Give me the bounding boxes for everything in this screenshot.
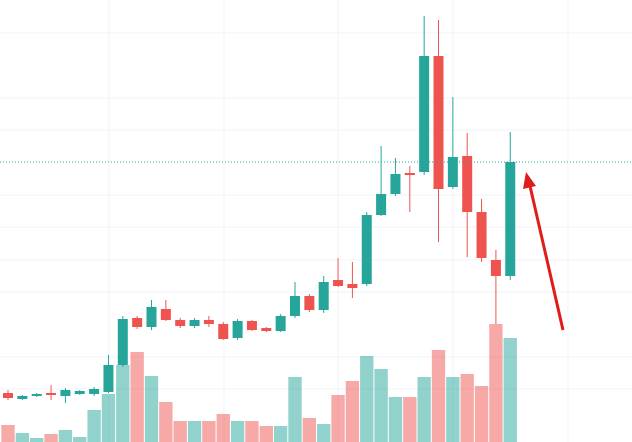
volume-bar: [446, 377, 460, 442]
candle-body: [146, 307, 157, 327]
candle-body: [17, 396, 28, 399]
candle-body: [203, 320, 214, 324]
volume-bar: [216, 414, 230, 442]
candle-body: [433, 56, 444, 189]
volume-bar: [1, 425, 15, 442]
volume-bar: [374, 369, 388, 442]
volume-bar: [73, 437, 87, 442]
candle-body: [347, 284, 358, 288]
candle-body: [390, 174, 401, 194]
candle-body: [103, 365, 114, 392]
volume-bar: [489, 324, 503, 442]
volume-bar: [431, 350, 446, 442]
candle-body: [318, 282, 329, 310]
candle-body: [275, 316, 286, 331]
candle-body: [462, 156, 473, 212]
candle-body: [189, 320, 200, 326]
candle-body: [117, 319, 128, 365]
candle-body: [132, 318, 143, 327]
volume-bar: [388, 397, 403, 442]
candle-body: [60, 390, 71, 396]
volume-bar: [417, 377, 431, 442]
volume-bar: [302, 418, 317, 442]
candle-body: [74, 391, 85, 394]
candle-body: [246, 321, 257, 330]
arrow-shaft: [528, 185, 565, 331]
candle-body: [3, 393, 13, 398]
candle-body: [232, 321, 243, 338]
candle-body: [175, 320, 186, 326]
arrow-head: [523, 172, 536, 189]
volume-bar: [331, 395, 345, 442]
volume-bar: [317, 424, 331, 442]
volume-bar: [202, 421, 216, 442]
candle-body: [218, 324, 229, 339]
candle-body: [304, 296, 315, 310]
volume-bar: [187, 421, 202, 442]
volume-bar: [288, 377, 302, 442]
candle-body: [290, 296, 300, 316]
volume-bar: [44, 434, 58, 442]
volume-bar: [403, 397, 417, 442]
candle-body: [46, 393, 57, 395]
volume-bar: [503, 338, 517, 442]
volume-bar: [173, 421, 187, 442]
candle-body: [376, 194, 387, 215]
volume-bar: [116, 365, 130, 442]
candle-body: [89, 389, 100, 394]
volume-bar: [101, 394, 116, 442]
candle-body: [447, 157, 458, 187]
volume-bar: [30, 438, 44, 442]
volume-bar: [58, 430, 73, 442]
candle-body: [333, 280, 344, 286]
volume-bar: [130, 352, 144, 442]
volume-bar: [474, 386, 489, 442]
volume-bar: [144, 376, 159, 442]
volume-bar: [360, 356, 374, 442]
candle-body: [419, 56, 430, 172]
volume-bar: [159, 402, 173, 442]
candle-body: [490, 260, 501, 276]
volume-bar: [245, 421, 259, 442]
volume-bar: [460, 374, 474, 442]
volume-bar: [259, 426, 273, 442]
volume-bar: [273, 426, 288, 442]
candle-body: [404, 173, 415, 175]
volume-bar: [87, 410, 101, 442]
candle-body: [476, 212, 487, 258]
candle-body: [505, 162, 516, 276]
candle-body: [160, 309, 171, 320]
candle-body: [31, 394, 42, 396]
candle-body: [261, 328, 272, 331]
candle-body: [361, 215, 372, 284]
annotation-arrow: [523, 172, 565, 331]
volume-layer: [1, 324, 517, 442]
volume-bar: [15, 433, 30, 442]
candle-layer: [3, 16, 516, 403]
volume-bar: [345, 381, 360, 442]
volume-bar: [230, 421, 245, 442]
